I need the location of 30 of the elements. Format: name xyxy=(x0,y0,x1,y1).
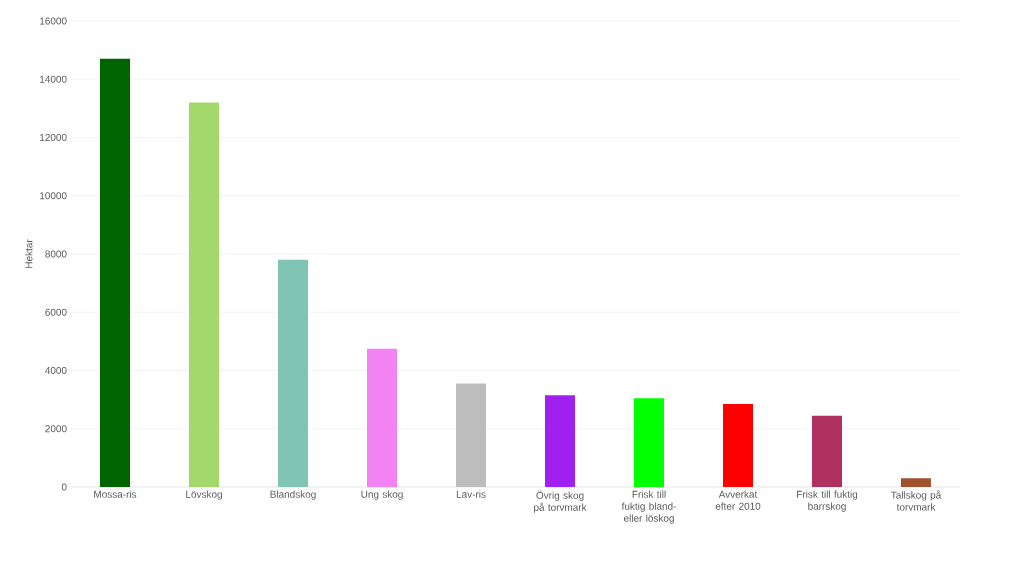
x-tick-label: Blandskog xyxy=(270,490,316,500)
y-tick-label: 10000 xyxy=(40,192,67,200)
x-tick-label: Lövskog xyxy=(186,490,222,500)
bar xyxy=(278,259,309,487)
bar xyxy=(901,478,932,487)
y-tick-label: 8000 xyxy=(45,250,67,258)
x-tick-label: Mossa-ris xyxy=(94,490,137,498)
y-tick-label: 6000 xyxy=(45,308,67,316)
bar xyxy=(100,58,131,487)
y-tick-label: 4000 xyxy=(45,366,67,375)
x-tick-label: Frisk till fuktig barrskog xyxy=(797,490,858,512)
x-tick-label: Övrig skog på torvmark xyxy=(534,490,587,513)
bar xyxy=(456,383,487,487)
x-tick-label: Ung skog xyxy=(361,490,403,500)
y-tick-label: 16000 xyxy=(40,17,67,25)
bar xyxy=(723,403,754,487)
bar xyxy=(634,398,665,487)
y-tick-label: 14000 xyxy=(40,75,67,83)
x-tick-label: Tallskog på torvmark xyxy=(891,490,942,511)
bar xyxy=(189,102,220,487)
y-tick-label: 2000 xyxy=(45,425,67,433)
bar xyxy=(545,395,576,487)
bar xyxy=(367,348,398,487)
bar xyxy=(812,415,843,487)
x-tick-label: Lav-ris xyxy=(456,490,486,498)
x-tick-label: Avverkat efter 2010 xyxy=(715,490,761,510)
y-tick-label: 12000 xyxy=(40,133,67,142)
y-axis-title: Hektar xyxy=(25,239,33,268)
y-tick-label: 0 xyxy=(61,483,67,491)
x-tick-label: Frisk till fuktig bland- eller löskog xyxy=(621,490,676,524)
